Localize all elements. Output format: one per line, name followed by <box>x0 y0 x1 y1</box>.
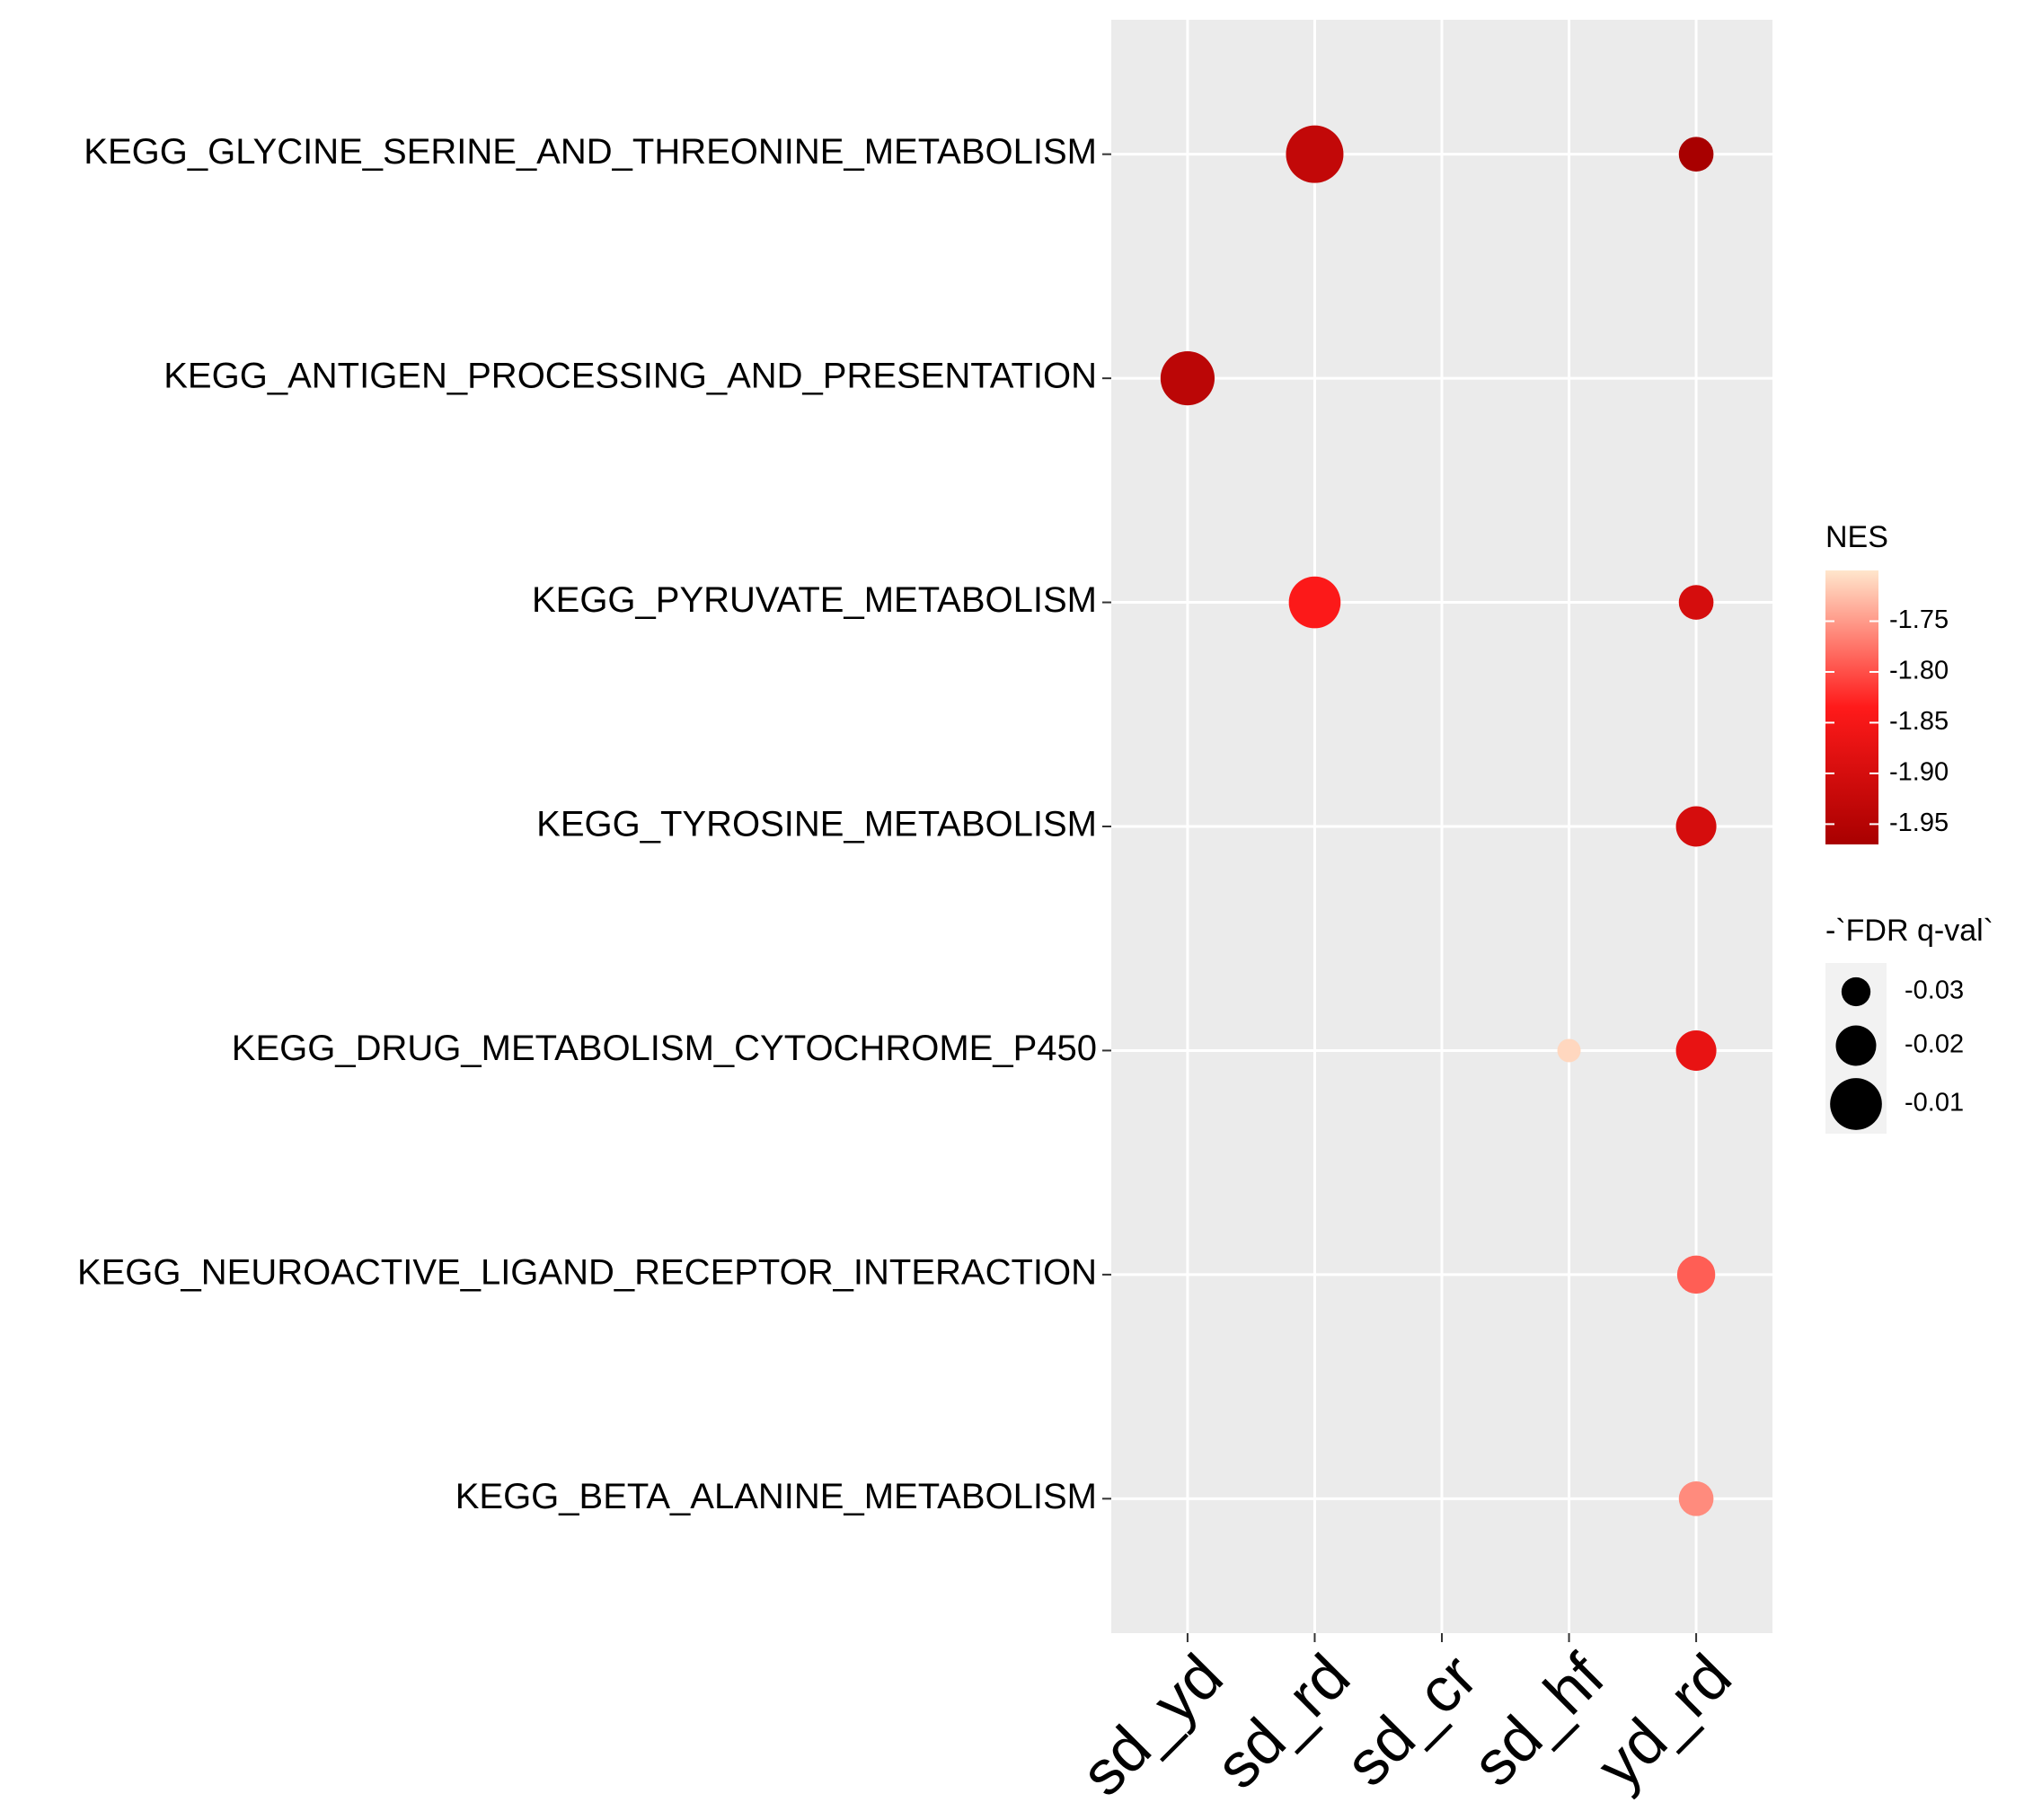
dot <box>1675 806 1717 847</box>
dot <box>1678 137 1714 172</box>
x-tick-label: sd_yd <box>1067 1641 1235 1809</box>
color-tick-label: -1.85 <box>1889 707 1949 736</box>
dot <box>1678 1481 1714 1516</box>
y-tick-label: KEGG_PYRUVATE_METABOLISM <box>532 580 1097 620</box>
x-tick-label: sd_cr <box>1331 1641 1489 1799</box>
y-tick-label: KEGG_ANTIGEN_PROCESSING_AND_PRESENTATION <box>164 357 1097 396</box>
color-tick-label: -1.75 <box>1889 605 1949 634</box>
y-tick-label: KEGG_TYROSINE_METABOLISM <box>536 805 1097 844</box>
size-key <box>1835 1025 1877 1066</box>
x-tick-label: sd_rd <box>1202 1641 1363 1802</box>
x-tick-label: yd_rd <box>1584 1641 1745 1802</box>
dot <box>1675 1029 1717 1071</box>
x-tick-label: sd_hf <box>1459 1640 1618 1799</box>
y-tick-label: KEGG_DRUG_METABOLISM_CYTOCHROME_P450 <box>232 1029 1097 1068</box>
dot <box>1678 585 1714 620</box>
dot <box>1676 1255 1716 1294</box>
size-key <box>1830 1078 1882 1130</box>
size-tick-label: -0.01 <box>1905 1089 1964 1118</box>
dot <box>1557 1038 1581 1063</box>
size-tick-label: -0.03 <box>1905 976 1964 1005</box>
y-tick-label: KEGG_NEUROACTIVE_LIGAND_RECEPTOR_INTERAC… <box>77 1252 1097 1292</box>
size-legend-title: -`FDR q-val` <box>1825 914 1993 948</box>
size-tick-label: -0.02 <box>1905 1030 1964 1059</box>
color-tick-label: -1.90 <box>1889 758 1949 787</box>
dot <box>1288 576 1341 629</box>
y-tick-label: KEGG_BETA_ALANINE_METABOLISM <box>455 1477 1097 1516</box>
size-key <box>1841 976 1871 1007</box>
dot <box>1160 351 1215 406</box>
color-tick-label: -1.80 <box>1889 657 1949 685</box>
color-legend-title: NES <box>1825 520 1888 554</box>
dot <box>1286 125 1344 183</box>
color-tick-label: -1.95 <box>1889 808 1949 837</box>
color-bar <box>1825 570 1878 844</box>
y-tick-label: KEGG_GLYCINE_SERINE_AND_THREONINE_METABO… <box>84 132 1097 172</box>
